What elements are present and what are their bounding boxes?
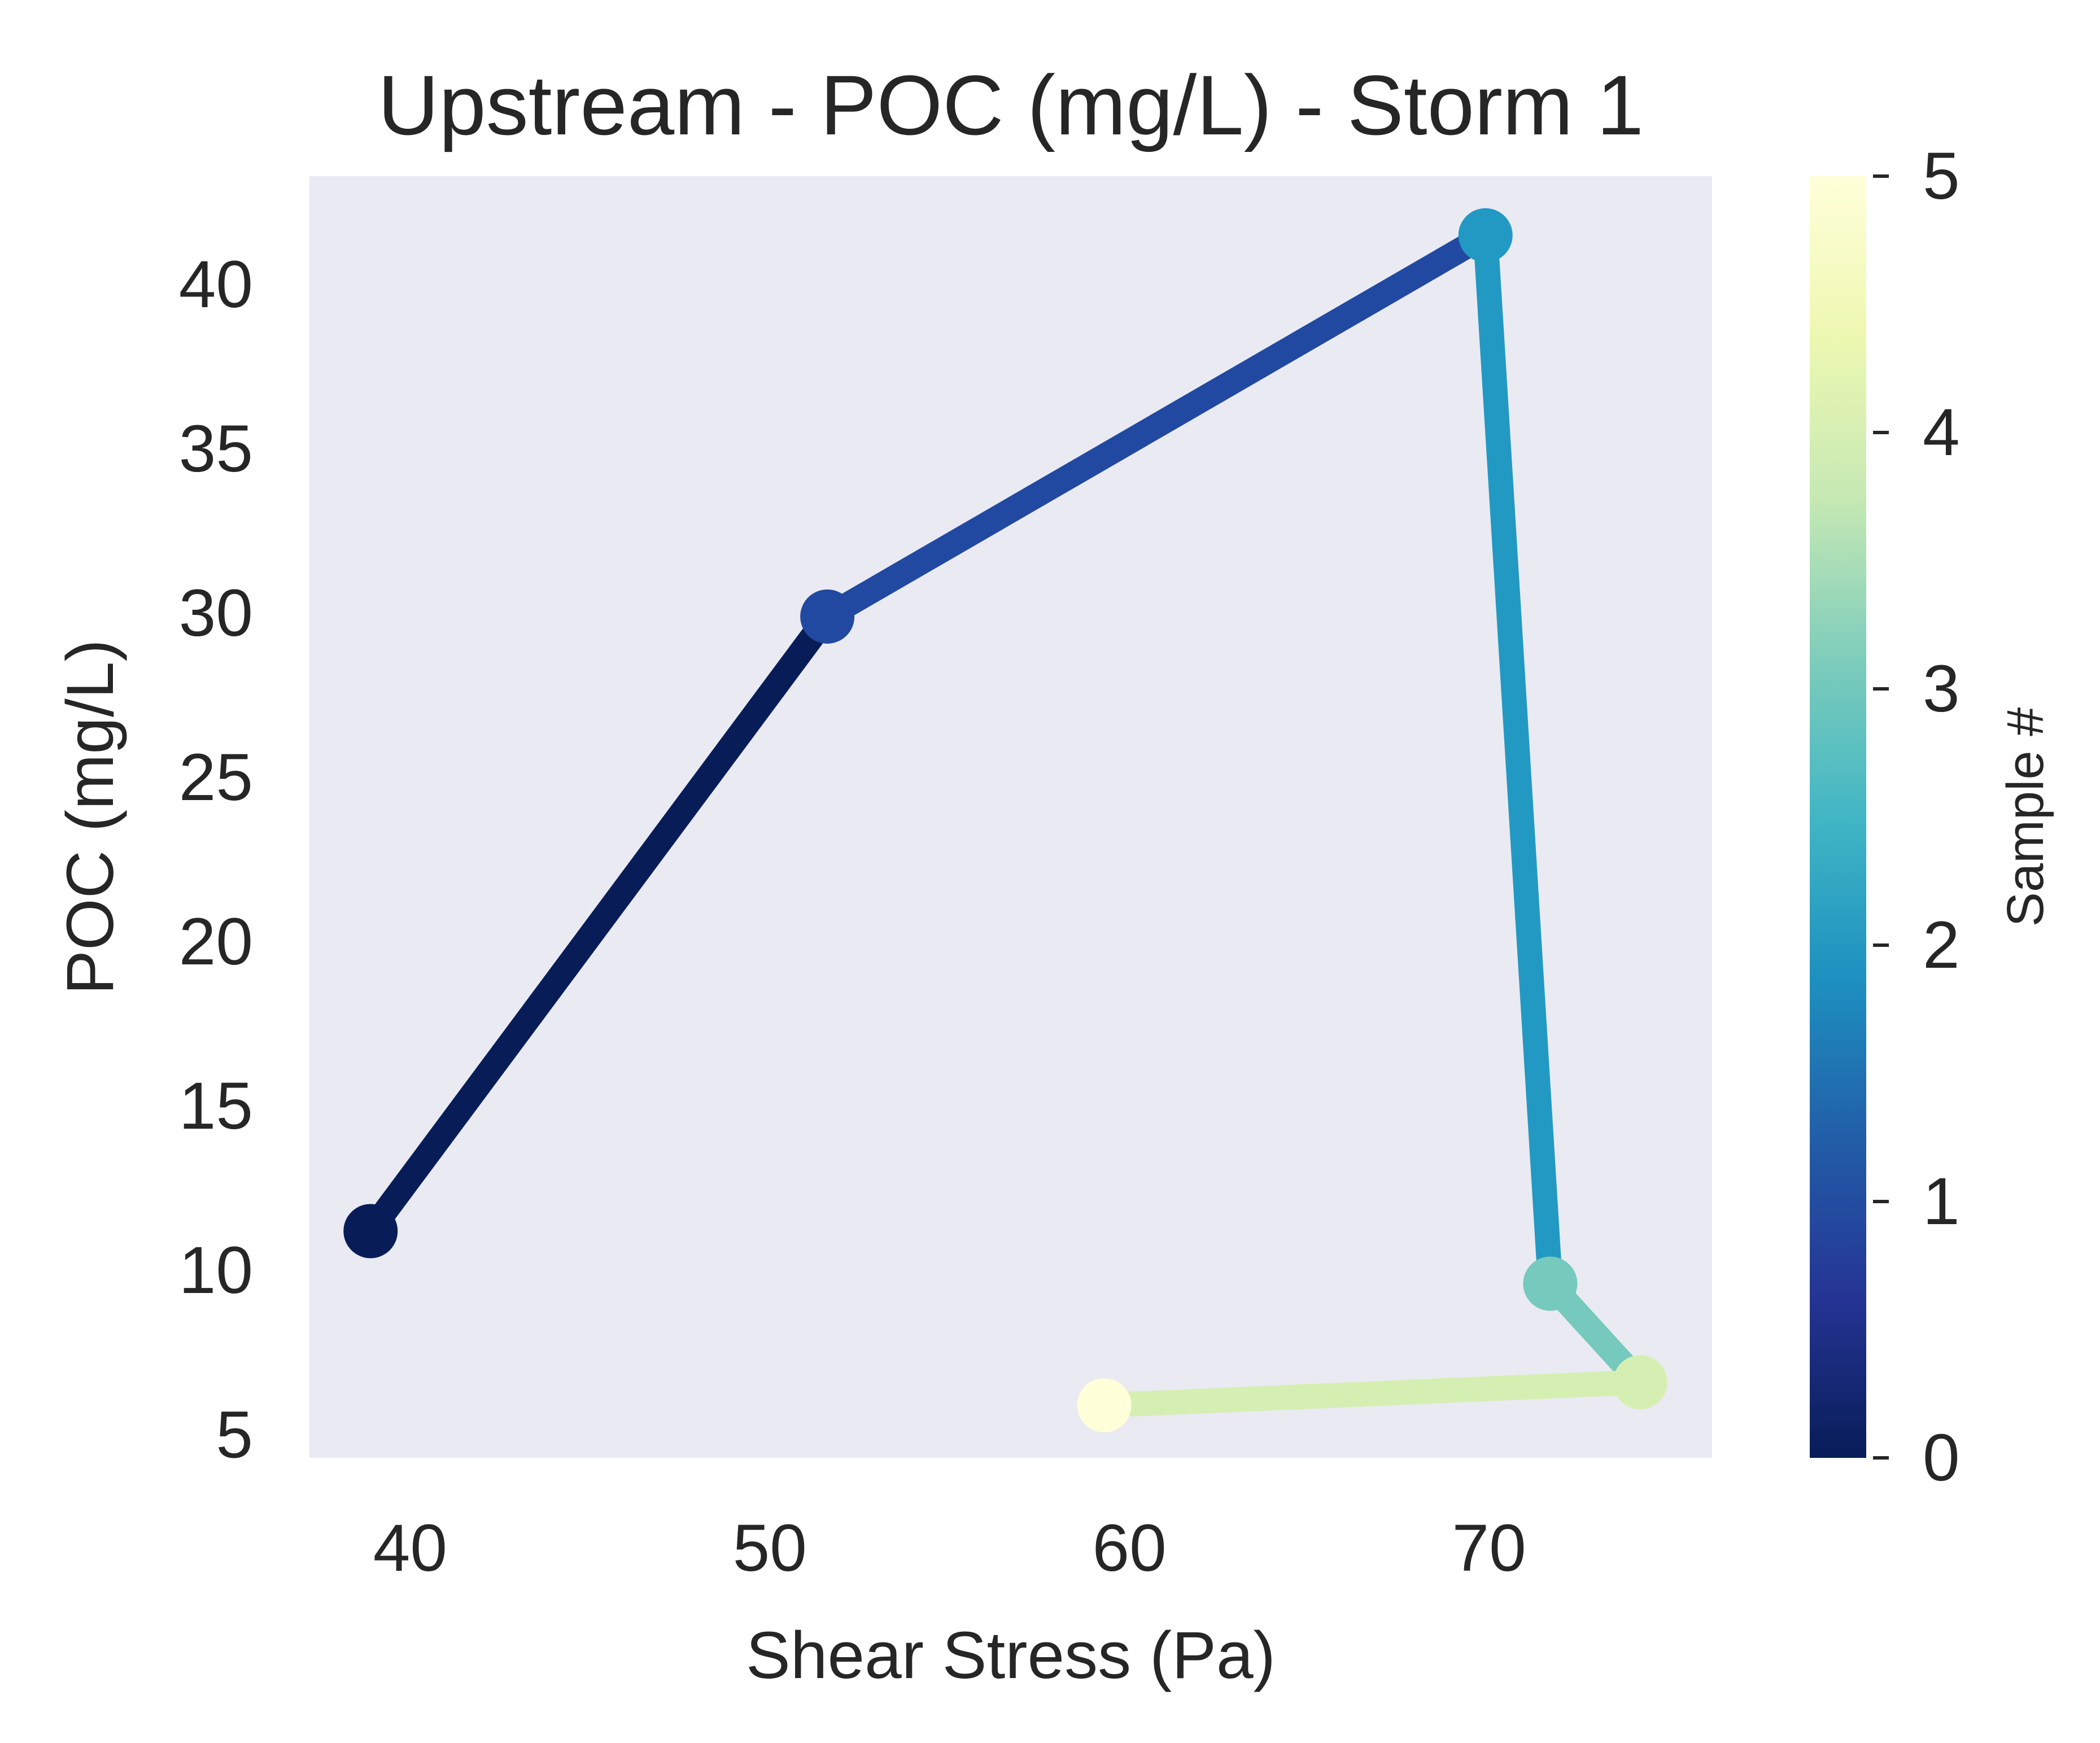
y-tick-label: 5 — [216, 1397, 253, 1472]
colorbar-tick-label: 5 — [1923, 139, 1960, 213]
x-axis-ticks: 40 50 60 70 — [373, 1511, 1526, 1585]
y-axis-ticks: 5 10 15 20 25 30 35 40 — [179, 247, 253, 1472]
colorbar-tick-label: 3 — [1923, 652, 1960, 726]
x-tick-label: 70 — [1452, 1511, 1526, 1585]
series-segment — [821, 224, 1492, 627]
y-tick-label: 25 — [179, 740, 253, 815]
y-tick-label: 10 — [179, 1233, 253, 1308]
series-segment — [1103, 1370, 1641, 1418]
y-tick-label: 35 — [179, 412, 253, 486]
data-point — [1458, 208, 1513, 263]
series-line — [360, 224, 1649, 1418]
y-tick-label: 40 — [179, 247, 253, 322]
series-points — [343, 208, 1667, 1432]
colorbar-ticks: 0 1 2 3 4 5 — [1873, 139, 1960, 1495]
colorbar-tick-label: 2 — [1923, 908, 1960, 982]
series-segment — [360, 609, 837, 1239]
colorbar-label: Sample # — [1997, 707, 2054, 927]
colorbar-tick-label: 0 — [1923, 1421, 1960, 1495]
data-point — [343, 1204, 398, 1259]
colorbar-tick-label: 4 — [1923, 395, 1960, 470]
data-point — [800, 589, 855, 644]
y-tick-label: 30 — [179, 576, 253, 650]
colorbar — [1810, 176, 1866, 1458]
x-tick-label: 50 — [733, 1511, 807, 1585]
colorbar-tick-label: 1 — [1923, 1164, 1960, 1239]
y-tick-label: 15 — [179, 1069, 253, 1143]
y-tick-label: 20 — [179, 905, 253, 979]
x-axis-label: Shear Stress (Pa) — [746, 1618, 1276, 1693]
y-axis-label: POC (mg/L) — [53, 639, 128, 994]
plot-area — [309, 176, 1712, 1458]
series-segment — [1473, 234, 1563, 1285]
x-tick-label: 40 — [373, 1511, 447, 1585]
x-tick-label: 60 — [1093, 1511, 1167, 1585]
chart-title: Upstream - POC (mg/L) - Storm 1 — [378, 58, 1644, 152]
data-point — [1523, 1256, 1578, 1311]
data-point — [1077, 1378, 1132, 1432]
data-point — [1613, 1355, 1667, 1410]
